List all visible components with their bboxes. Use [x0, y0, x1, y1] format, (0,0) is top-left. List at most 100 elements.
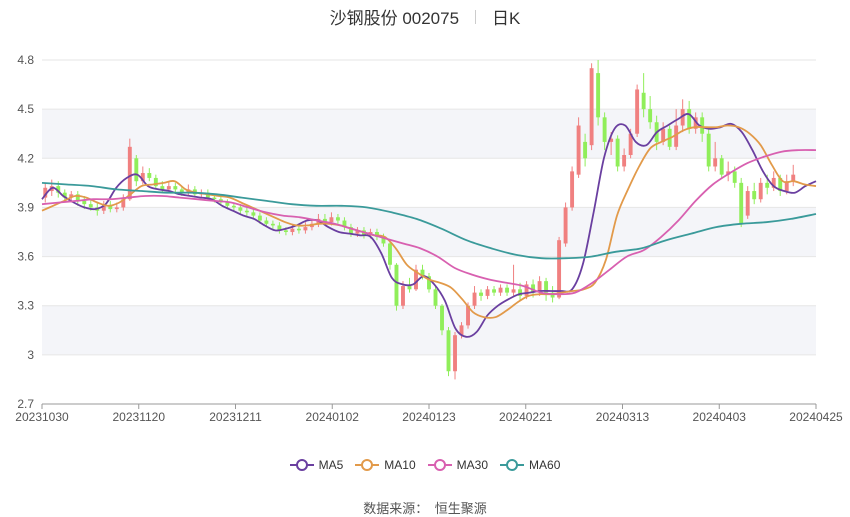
candle-body — [322, 218, 327, 223]
candle-body — [583, 141, 588, 159]
legend-marker-icon — [500, 459, 525, 471]
candle-body — [446, 330, 451, 372]
y-tick-label: 4.2 — [17, 151, 34, 165]
title-divider — [475, 9, 477, 24]
x-tick-label: 20240102 — [306, 410, 360, 424]
candle-body — [758, 182, 763, 200]
candle-body — [537, 281, 542, 293]
candle-body — [414, 269, 418, 290]
x-tick-label: 20231211 — [209, 410, 262, 424]
candle-body — [492, 289, 496, 293]
candle-body — [576, 125, 581, 175]
candle-body — [427, 276, 431, 290]
x-tick-label: 20240313 — [596, 410, 650, 424]
legend-label: MA10 — [384, 458, 416, 472]
x-tick-label: 20240425 — [789, 410, 843, 424]
candle-body — [505, 287, 510, 293]
candle-body — [440, 305, 444, 331]
candle-body — [388, 243, 392, 265]
y-tick-label: 4.5 — [17, 102, 34, 116]
candle-body — [134, 158, 139, 182]
candle-body — [355, 230, 360, 234]
candle-body — [69, 194, 74, 198]
candle-body — [459, 325, 464, 336]
candle-body — [62, 192, 67, 198]
candle-body — [270, 223, 275, 226]
x-tick-label: 20240403 — [693, 410, 747, 424]
candle-body — [596, 73, 601, 118]
legend-item-ma10[interactable]: MA10 — [355, 458, 416, 472]
candle-body — [153, 177, 158, 187]
candle-body — [173, 186, 178, 190]
legend-label: MA5 — [318, 458, 344, 472]
candle-body — [713, 158, 718, 167]
candle-body — [635, 89, 640, 134]
candle-body — [160, 186, 165, 190]
candle-body — [726, 171, 731, 175]
candle-body — [752, 191, 757, 200]
candle-body — [231, 205, 236, 208]
x-tick-label: 20240123 — [402, 410, 456, 424]
legend-item-ma5[interactable]: MA5 — [289, 458, 344, 472]
candle-body — [101, 205, 106, 211]
candle-body — [784, 181, 789, 192]
candle-body — [641, 92, 646, 110]
candle-body — [680, 109, 685, 126]
candle-body — [771, 177, 776, 188]
candle-body — [615, 138, 620, 167]
candle-body — [225, 202, 230, 206]
ma-line-ma60 — [41, 182, 817, 260]
candle-body — [524, 284, 529, 296]
candle-body — [778, 177, 783, 192]
candle-body — [498, 287, 503, 293]
y-tick-label: 3 — [27, 348, 34, 362]
candle-body — [127, 146, 132, 200]
legend-marker-icon — [289, 459, 314, 471]
candle-body — [147, 173, 152, 178]
legend-label: MA30 — [456, 458, 489, 472]
candle-body — [277, 225, 282, 231]
candle-body — [140, 173, 145, 182]
candle-body — [43, 187, 48, 198]
candle-body — [212, 197, 217, 200]
candle-body — [303, 227, 308, 231]
legend-marker-icon — [355, 459, 380, 471]
grid-band — [42, 305, 816, 355]
candle-body — [700, 117, 705, 134]
legend-item-ma30[interactable]: MA30 — [427, 458, 489, 472]
y-tick-label: 4.8 — [17, 53, 34, 67]
x-tick-label: 20231030 — [15, 410, 69, 424]
candle-body — [550, 292, 555, 298]
candle-body — [609, 138, 614, 142]
candle-body — [251, 212, 256, 216]
legend-marker-icon — [427, 459, 452, 471]
candle-body — [544, 281, 549, 293]
y-tick-label: 3.3 — [17, 299, 34, 313]
ma-line-ma10 — [41, 124, 817, 319]
candle-body — [335, 217, 340, 221]
candle-body — [244, 210, 249, 213]
candle-body — [283, 230, 288, 232]
candle-body — [479, 292, 483, 296]
candle-body — [674, 125, 679, 147]
candle-body — [348, 227, 353, 234]
candle-body — [394, 264, 399, 306]
candle-body — [589, 68, 594, 146]
legend-item-ma60[interactable]: MA60 — [500, 458, 560, 472]
candle-body — [75, 194, 80, 201]
candle-body — [765, 182, 770, 188]
candle-body — [88, 204, 93, 208]
candle-body — [342, 220, 347, 228]
candle-body — [466, 305, 470, 326]
candle-body — [290, 228, 295, 232]
candle-body — [602, 117, 607, 142]
legend: MA5 MA10 MA30 MA60 — [0, 458, 850, 474]
candle-body — [563, 207, 568, 244]
candle-body — [433, 289, 438, 306]
candle-body — [557, 240, 562, 298]
candle-body — [511, 289, 516, 293]
candle-body — [238, 207, 243, 211]
candle-body — [257, 215, 262, 221]
candle-body — [687, 109, 692, 129]
